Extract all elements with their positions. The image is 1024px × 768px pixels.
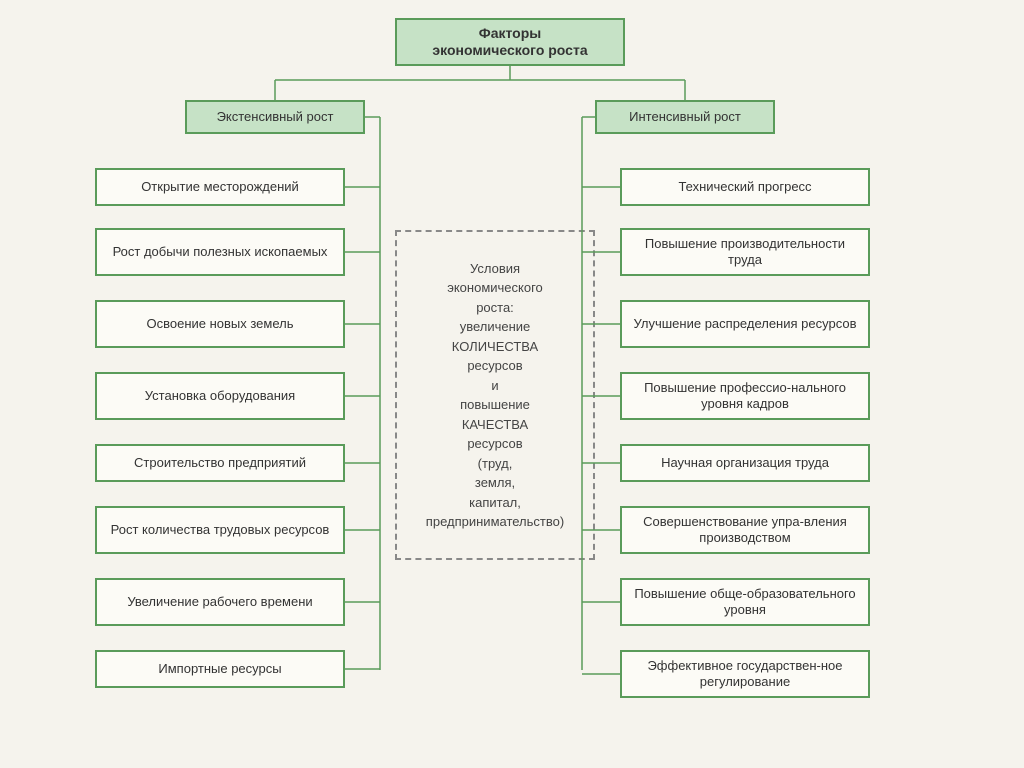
right-item-6: Повышение обще-образовательного уровня [620,578,870,626]
right-item-0: Технический прогресс [620,168,870,206]
left-item-6: Увеличение рабочего времени [95,578,345,626]
left-item-1: Рост добычи полезных ископаемых [95,228,345,276]
right-item-4: Научная организация труда [620,444,870,482]
root-line2: экономического роста [432,42,587,60]
center-l6: ресурсов [467,356,522,376]
center-conditions: Условия экономического роста: увеличение… [395,230,595,560]
right-item-2: Улучшение распределения ресурсов [620,300,870,348]
right-item-7-text: Эффективное государствен-ное регулирован… [628,658,862,691]
left-subheader: Экстенсивный рост [185,100,365,134]
left-subheader-text: Экстенсивный рост [217,109,334,125]
center-l8: повышение [460,395,530,415]
left-item-2-text: Освоение новых земель [146,316,293,332]
right-item-3-text: Повышение профессио-нального уровня кадр… [628,380,862,413]
root-header: Факторы экономического роста [395,18,625,66]
left-item-2: Освоение новых земель [95,300,345,348]
right-subheader-text: Интенсивный рост [629,109,741,125]
right-item-1-text: Повышение производительности труда [628,236,862,269]
left-item-0-text: Открытие месторождений [141,179,299,195]
right-item-3: Повышение профессио-нального уровня кадр… [620,372,870,420]
left-item-0: Открытие месторождений [95,168,345,206]
left-item-5-text: Рост количества трудовых ресурсов [111,522,330,538]
left-item-1-text: Рост добычи полезных ископаемых [113,244,328,260]
left-item-7-text: Импортные ресурсы [158,661,281,677]
left-item-6-text: Увеличение рабочего времени [127,594,312,610]
right-item-5-text: Совершенствование упра-вления производст… [628,514,862,547]
right-item-2-text: Улучшение распределения ресурсов [634,316,857,332]
left-item-7: Импортные ресурсы [95,650,345,688]
left-item-5: Рост количества трудовых ресурсов [95,506,345,554]
left-item-3-text: Установка оборудования [145,388,295,404]
left-item-4: Строительство предприятий [95,444,345,482]
center-l3: роста: [476,298,514,318]
center-l10: ресурсов [467,434,522,454]
center-l2: экономического [447,278,543,298]
right-item-6-text: Повышение обще-образовательного уровня [628,586,862,619]
center-l4: увеличение [460,317,531,337]
right-item-5: Совершенствование упра-вления производст… [620,506,870,554]
left-item-3: Установка оборудования [95,372,345,420]
right-subheader: Интенсивный рост [595,100,775,134]
center-l11: (труд, [478,454,513,474]
right-item-1: Повышение производительности труда [620,228,870,276]
root-line1: Факторы [479,25,541,43]
center-l5: КОЛИЧЕСТВА [452,337,538,357]
center-l9: КАЧЕСТВА [462,415,528,435]
right-item-7: Эффективное государствен-ное регулирован… [620,650,870,698]
center-l12: земля, [475,473,515,493]
center-l7: и [491,376,498,396]
left-item-4-text: Строительство предприятий [134,455,306,471]
center-l1: Условия [470,259,520,279]
right-item-4-text: Научная организация труда [661,455,829,471]
center-l14: предпринимательство) [426,512,564,532]
center-l13: капитал, [469,493,521,513]
right-item-0-text: Технический прогресс [678,179,811,195]
